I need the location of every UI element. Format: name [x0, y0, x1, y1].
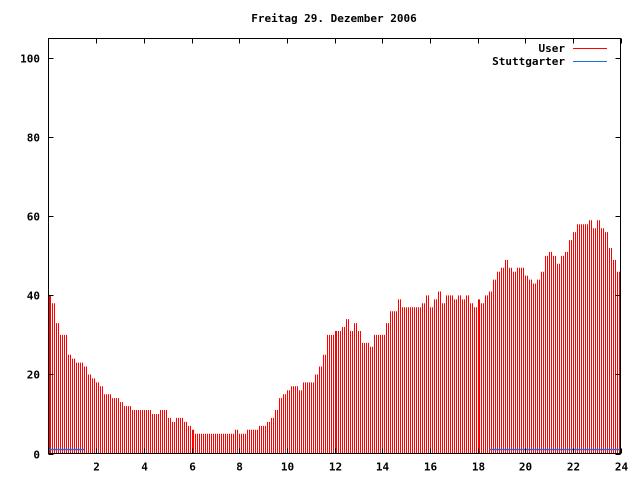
legend-label-stuttgarter: Stuttgarter [492, 55, 565, 68]
user-bars [49, 220, 620, 454]
y-tick-label: 0 [33, 449, 40, 462]
y-tick-label: 100 [20, 53, 40, 66]
y-tick-label: 80 [27, 132, 40, 145]
y-tick-label: 20 [27, 369, 40, 382]
x-tick-label: 4 [141, 461, 148, 474]
x-tick-label: 6 [189, 461, 196, 474]
x-tick-label: 12 [329, 461, 342, 474]
x-tick-label: 14 [376, 461, 390, 474]
chart-title: Freitag 29. Dezember 2006 [251, 12, 417, 25]
x-tick-label: 20 [519, 461, 532, 474]
plot-frame [48, 38, 621, 454]
y-tick-label: 60 [27, 211, 40, 224]
legend: User Stuttgarter [492, 42, 607, 68]
x-tick-label: 2 [93, 461, 100, 474]
legend-label-user: User [539, 42, 566, 55]
x-tick-label: 24 [615, 461, 629, 474]
y-tick-label: 40 [27, 290, 40, 303]
x-tick-label: 18 [472, 461, 485, 474]
x-tick-label: 22 [567, 461, 580, 474]
y-axis: 0 20 40 60 80 100 [20, 53, 621, 462]
x-tick-label: 8 [236, 461, 243, 474]
x-tick-label: 16 [424, 461, 438, 474]
x-tick-label: 10 [281, 461, 294, 474]
x-axis: 2 4 6 8 10 12 14 16 18 20 22 24 [93, 38, 629, 474]
